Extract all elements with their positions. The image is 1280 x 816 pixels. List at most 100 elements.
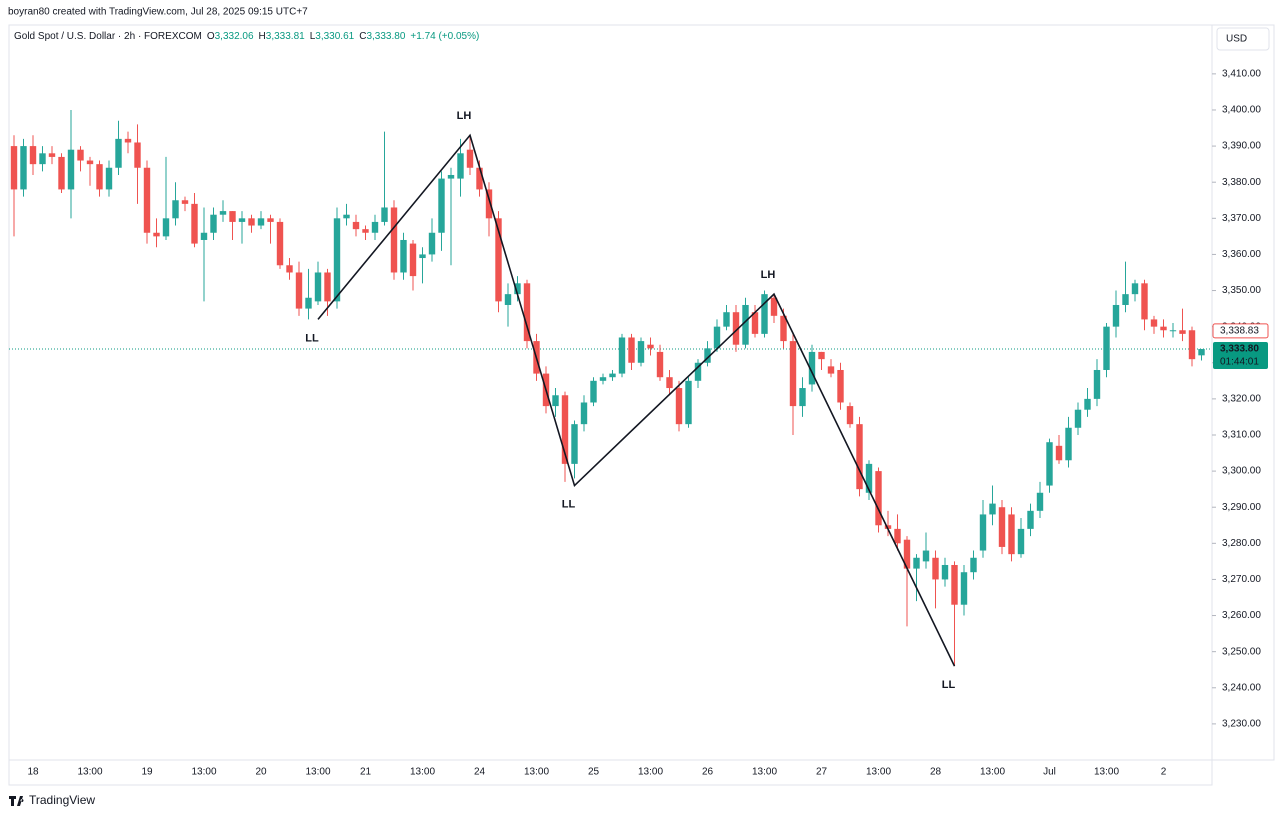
candle-body xyxy=(191,203,198,244)
candle-body xyxy=(248,218,255,226)
x-tick-label: 13:00 xyxy=(524,767,549,778)
candle-body xyxy=(1122,294,1129,305)
candle-body xyxy=(324,272,331,302)
candle-body xyxy=(846,406,854,425)
candle-body xyxy=(105,167,113,190)
candle-body xyxy=(172,200,179,219)
candle-body xyxy=(124,138,132,143)
candle-body xyxy=(761,294,768,334)
y-tick-label: 3,250.00 xyxy=(1222,646,1261,657)
time-axis-frame xyxy=(8,759,1213,786)
brand: TradingView xyxy=(29,793,95,807)
symbol: Gold Spot / U.S. Dollar · 2h · FOREXCOM xyxy=(14,31,202,42)
candle-body xyxy=(656,351,664,378)
candle-body xyxy=(742,304,749,345)
candle-body xyxy=(1074,409,1082,428)
change: +1.74 (+0.05%) xyxy=(410,31,479,42)
y-tick-label: 3,390.00 xyxy=(1222,141,1261,152)
ohlc-value: 3,330.61 xyxy=(315,31,354,42)
candle-body xyxy=(1188,330,1196,360)
candle-body xyxy=(1055,445,1063,461)
logo-mark xyxy=(9,796,24,806)
candle-body xyxy=(438,178,445,233)
candle-body xyxy=(153,232,160,237)
x-tick-label: Jul xyxy=(1043,767,1056,778)
candle-body xyxy=(428,232,436,255)
ohlc-value: 3,332.06 xyxy=(215,31,254,42)
candle-body xyxy=(58,156,65,190)
countdown: 01:44:01 xyxy=(1220,357,1259,368)
y-tick-label: 3,380.00 xyxy=(1222,177,1261,188)
currency[interactable]: USD xyxy=(1226,34,1247,45)
x-tick-label: 13:00 xyxy=(638,767,663,778)
candle-body xyxy=(637,341,645,363)
candle-body xyxy=(694,362,702,381)
candle-body xyxy=(447,174,455,179)
candle-body xyxy=(523,283,531,342)
candle-body xyxy=(371,221,379,233)
y-tick-label: 3,230.00 xyxy=(1222,719,1261,730)
candle-body xyxy=(979,514,987,551)
candle-body xyxy=(400,239,407,273)
currency-button[interactable] xyxy=(1216,27,1270,51)
candle-body xyxy=(1169,330,1177,332)
plot-frame xyxy=(8,24,1213,761)
candle-body xyxy=(713,326,721,349)
candle-body xyxy=(409,243,417,277)
candle-body xyxy=(333,218,341,302)
candle-body xyxy=(504,294,512,305)
candle-body xyxy=(314,272,322,302)
y-tick-label: 3,360.00 xyxy=(1222,249,1261,260)
candle-body xyxy=(96,164,103,190)
candle-body xyxy=(913,557,920,569)
x-tick-label: 13:00 xyxy=(305,767,330,778)
candle-body xyxy=(970,557,977,573)
candle-body xyxy=(115,138,122,168)
candle-body xyxy=(704,348,711,363)
zigzag-label: LL xyxy=(305,332,319,344)
candle-body xyxy=(77,149,84,161)
candle-body xyxy=(1065,427,1072,461)
candle-body xyxy=(276,221,284,266)
candle-body xyxy=(818,351,825,360)
y-tick-label: 3,280.00 xyxy=(1222,538,1261,549)
candle-body xyxy=(485,189,493,219)
x-tick-label: 25 xyxy=(588,767,600,778)
ohlc-key: O xyxy=(207,31,215,42)
candle-body xyxy=(675,388,683,425)
x-tick-label: 13:00 xyxy=(410,767,435,778)
candle-body xyxy=(466,149,474,168)
x-tick-label: 26 xyxy=(702,767,714,778)
candle-body xyxy=(1084,398,1091,410)
zigzag-label: LL xyxy=(562,498,576,510)
candle-body xyxy=(20,146,27,190)
candle-body xyxy=(922,550,930,562)
candle-body xyxy=(770,297,778,316)
zigzag-label: LL xyxy=(942,679,956,691)
candle-body xyxy=(941,564,949,580)
candle-body xyxy=(381,207,388,222)
zigzag-label: LH xyxy=(457,110,472,122)
zigzag-label: LH xyxy=(761,269,776,281)
candle-body xyxy=(666,377,673,389)
candle-body xyxy=(580,402,588,425)
candle-body xyxy=(751,312,759,334)
candle-body xyxy=(257,218,265,226)
candle-body xyxy=(1027,510,1034,529)
candle-body xyxy=(628,337,635,363)
x-tick-label: 13:00 xyxy=(191,767,216,778)
x-tick-label: 24 xyxy=(474,767,486,778)
candle-body xyxy=(894,528,901,544)
candle-body xyxy=(561,395,569,464)
x-tick-label: 13:00 xyxy=(752,767,777,778)
candle-body xyxy=(884,525,892,529)
y-tick-label: 3,300.00 xyxy=(1222,466,1261,477)
reference-price-label: 3,338.83 xyxy=(1220,326,1259,337)
candle-body xyxy=(590,380,597,403)
candle-body xyxy=(1150,319,1158,327)
candle-body xyxy=(865,463,873,493)
candle-body xyxy=(732,312,740,345)
y-tick-label: 3,270.00 xyxy=(1222,574,1261,585)
candle-body xyxy=(267,218,274,222)
candle-body xyxy=(48,153,56,157)
